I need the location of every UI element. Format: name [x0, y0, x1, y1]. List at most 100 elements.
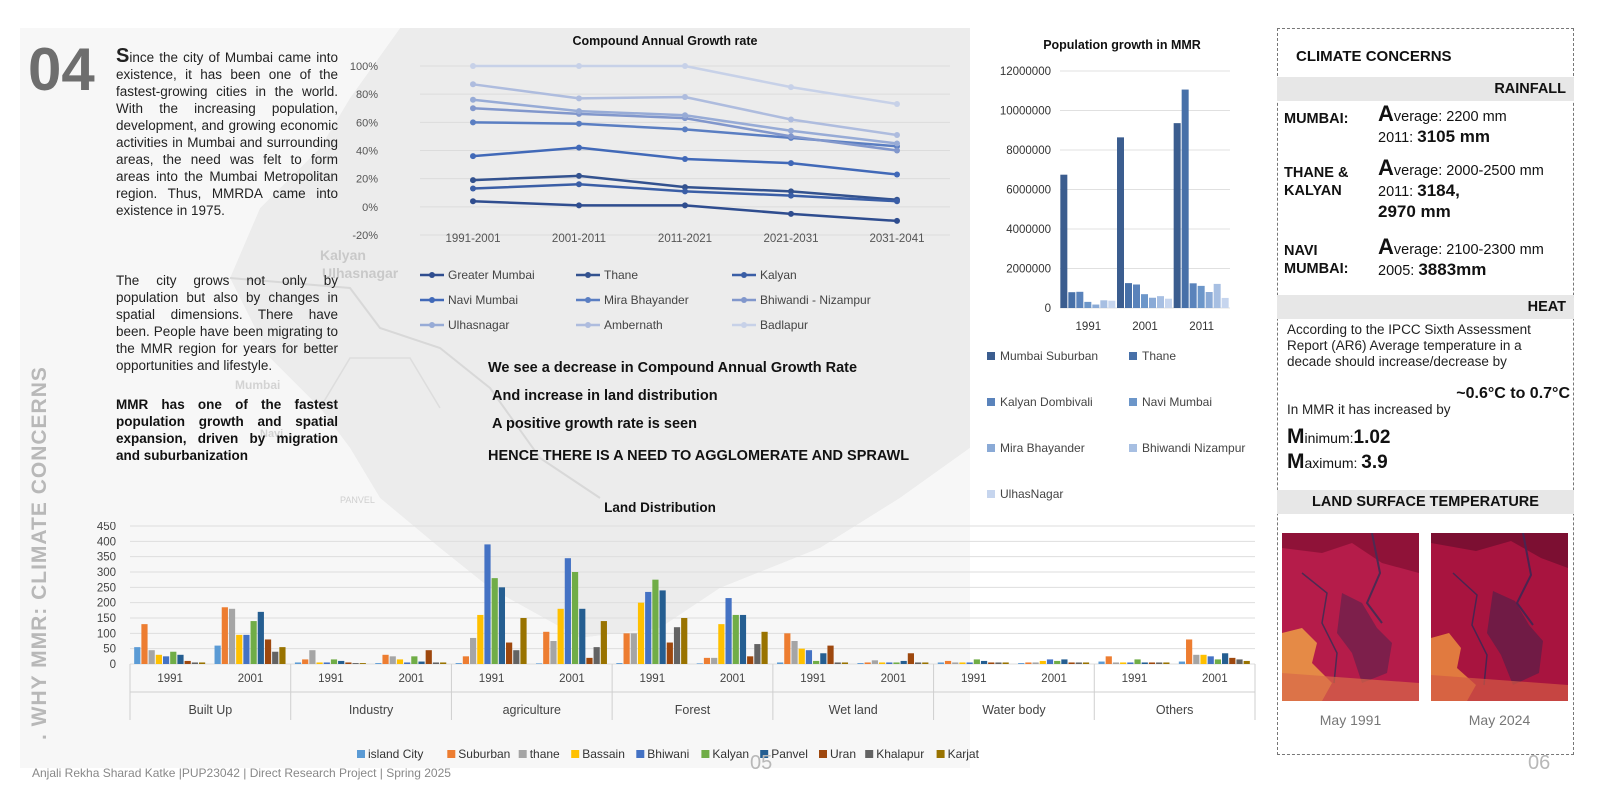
- land-bar: [711, 657, 718, 664]
- lst-caption-1991: May 1991: [1319, 712, 1382, 728]
- cagr-point: [576, 172, 582, 179]
- land-bar: [1105, 656, 1112, 664]
- cagr-y-tick: 60%: [356, 117, 378, 129]
- land-bar: [1141, 662, 1148, 664]
- land-bar: [666, 642, 673, 664]
- land-bar: [477, 614, 484, 664]
- land-bar: [1075, 662, 1082, 664]
- land-legend-swatch: [571, 750, 580, 758]
- pop-y-tick: 2000000: [1006, 264, 1051, 276]
- rain-values-thane-kalyan: Average: 2000-2500 mm 2011: 3184, 2970 m…: [1378, 155, 1544, 222]
- land-bar: [937, 662, 944, 664]
- pop-x-tick: 1991: [1076, 321, 1102, 333]
- cagr-point: [894, 132, 900, 139]
- cagr-legend-marker: [741, 297, 747, 303]
- pop-bar: [1076, 291, 1084, 308]
- land-bar: [754, 644, 761, 664]
- land-bar: [798, 648, 805, 664]
- section-number: 04: [28, 36, 95, 103]
- land-y-tick: 150: [97, 613, 116, 625]
- land-bar: [922, 662, 929, 664]
- cagr-point: [788, 160, 794, 167]
- pop-legend-label: Thane: [1142, 349, 1176, 363]
- pop-x-tick: 2001: [1132, 321, 1158, 333]
- land-bar: [272, 651, 279, 664]
- land-bar: [535, 663, 543, 664]
- land-bar: [1082, 662, 1090, 664]
- land-bar: [893, 662, 900, 664]
- land-legend-swatch: [760, 750, 769, 758]
- land-bar: [681, 618, 688, 664]
- cagr-x-tick: 2031-2041: [870, 233, 925, 245]
- land-bar: [170, 651, 177, 664]
- lst-image-1991: [1282, 533, 1419, 701]
- land-bar: [352, 663, 359, 664]
- cagr-legend-marker: [585, 297, 591, 303]
- land-bar: [673, 627, 681, 664]
- land-year-tick: 1991: [157, 673, 183, 685]
- land-bar: [506, 642, 513, 664]
- cagr-legend-marker: [585, 322, 591, 328]
- cagr-point: [894, 101, 900, 108]
- land-bar: [1186, 639, 1193, 664]
- land-bar: [1068, 662, 1075, 664]
- land-bar: [696, 663, 703, 664]
- cagr-point: [470, 105, 476, 112]
- land-bar: [777, 662, 784, 664]
- cagr-point: [682, 126, 688, 133]
- land-bar: [1214, 659, 1222, 664]
- pop-bar: [1108, 300, 1116, 308]
- cagr-point: [682, 202, 688, 209]
- land-bar: [1061, 659, 1068, 664]
- heat-maximum: Maximum: 3.9: [1287, 450, 1388, 473]
- land-group-label: Water body: [982, 703, 1046, 717]
- land-bar: [1032, 662, 1039, 664]
- land-bar: [455, 663, 462, 664]
- pop-bar: [1084, 301, 1092, 308]
- cagr-legend-label: Navi Mumbai: [448, 293, 518, 307]
- drop-cap: S: [116, 45, 130, 67]
- cagr-point: [576, 202, 582, 209]
- land-legend-label: Khalapur: [876, 747, 924, 761]
- land-bar: [191, 662, 198, 664]
- land-bar: [236, 634, 243, 664]
- land-bar: [784, 633, 791, 664]
- land-y-tick: 50: [103, 644, 116, 656]
- land-bar: [1163, 662, 1170, 664]
- heat-minimum: Minimum:1.02: [1287, 425, 1391, 448]
- land-y-tick: 450: [97, 522, 116, 533]
- pop-bar: [1117, 137, 1124, 308]
- heat-range: ~0.6°C to 0.7°C: [1456, 385, 1570, 402]
- land-bar: [214, 645, 221, 664]
- cagr-point: [470, 198, 476, 205]
- land-bar: [761, 631, 768, 664]
- land-year-tick: 1991: [961, 673, 987, 685]
- land-bar: [382, 654, 389, 664]
- cagr-chart-title: Compound Annual Growth rate: [572, 34, 758, 48]
- land-legend-swatch: [865, 750, 874, 758]
- vertical-section-title: . WHY MMR: CLIMATE CONCERNS: [28, 366, 51, 740]
- land-bar: [980, 660, 988, 664]
- land-bar: [1127, 662, 1134, 664]
- land-bar: [309, 650, 316, 664]
- pop-y-tick: 6000000: [1006, 185, 1051, 197]
- land-y-tick: 350: [97, 552, 116, 564]
- land-bar: [330, 659, 338, 664]
- statement-agglomerate: HENCE THERE IS A NEED TO AGGLOMERATE AND…: [488, 448, 910, 464]
- rain-values-navi-mumbai: Average: 2100-2300 mm 2005: 3883mm: [1378, 234, 1544, 280]
- land-bar: [616, 663, 623, 664]
- pop-legend-label: Bhiwandi Nizampur: [1142, 441, 1245, 455]
- land-bar: [739, 614, 747, 664]
- land-bar: [1200, 654, 1207, 664]
- mmr-map-background: [20, 28, 970, 768]
- land-legend-label: Kalyan: [712, 747, 749, 761]
- cagr-y-tick: -20%: [352, 230, 378, 242]
- cagr-legend-label: Bhiwandi - Nizampur: [760, 293, 871, 307]
- land-bar: [513, 650, 520, 664]
- land-bar: [134, 647, 141, 664]
- cagr-line-chart: 100% 80% 60% 40% 20% 0% -20% 1991-2001 2001-2011…: [350, 61, 950, 332]
- cagr-x-tick: 1991-2001: [446, 233, 501, 245]
- cagr-point: [788, 116, 794, 123]
- land-y-tick: 100: [97, 628, 116, 640]
- pop-bar: [1133, 284, 1140, 308]
